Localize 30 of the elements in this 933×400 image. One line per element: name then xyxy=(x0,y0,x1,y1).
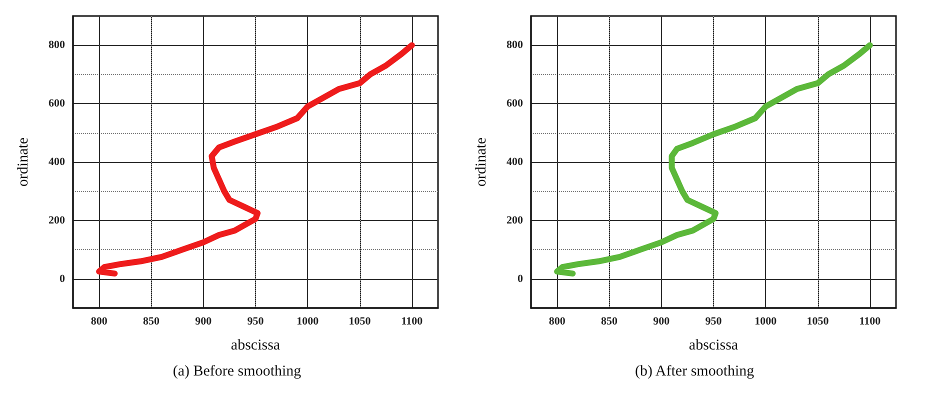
x-tick-label: 800 xyxy=(548,316,566,328)
x-tick-label: 900 xyxy=(653,316,670,328)
x-tick-label: 1000 xyxy=(754,316,778,328)
x-tick-label: 800 xyxy=(90,316,108,328)
x-axis-title: abscissa xyxy=(688,338,738,354)
x-tick-label: 900 xyxy=(195,316,212,328)
x-tick-label: 850 xyxy=(142,316,160,328)
y-axis-title: ordinate xyxy=(474,137,490,187)
x-tick-label: 1050 xyxy=(348,316,372,328)
y-tick-label: 0 xyxy=(60,272,66,285)
y-tick-label: 400 xyxy=(48,156,66,168)
y-tick-label: 400 xyxy=(506,156,524,168)
text: (b) After smoothing xyxy=(635,364,755,380)
y-tick-label: 0 xyxy=(518,272,524,285)
x-tick-label: 1100 xyxy=(859,316,882,328)
text: (a) Before smoothing xyxy=(172,364,302,380)
y-axis-title: ordinate xyxy=(16,137,32,187)
x-tick-label: 950 xyxy=(705,316,722,328)
x-tick-label: 950 xyxy=(247,316,264,328)
x-tick-label: 1100 xyxy=(401,316,424,328)
y-tick-label: 600 xyxy=(48,98,66,110)
y-tick-label: 200 xyxy=(48,214,66,226)
x-tick-label: 1050 xyxy=(806,316,830,328)
x-tick-label: 1000 xyxy=(296,316,320,328)
y-tick-label: 800 xyxy=(506,39,524,52)
y-tick-label: 800 xyxy=(48,39,66,52)
y-tick-label: 600 xyxy=(506,98,524,110)
x-tick-label: 850 xyxy=(600,316,618,328)
x-axis-title: abscissa xyxy=(230,338,280,354)
y-tick-label: 200 xyxy=(506,214,524,226)
